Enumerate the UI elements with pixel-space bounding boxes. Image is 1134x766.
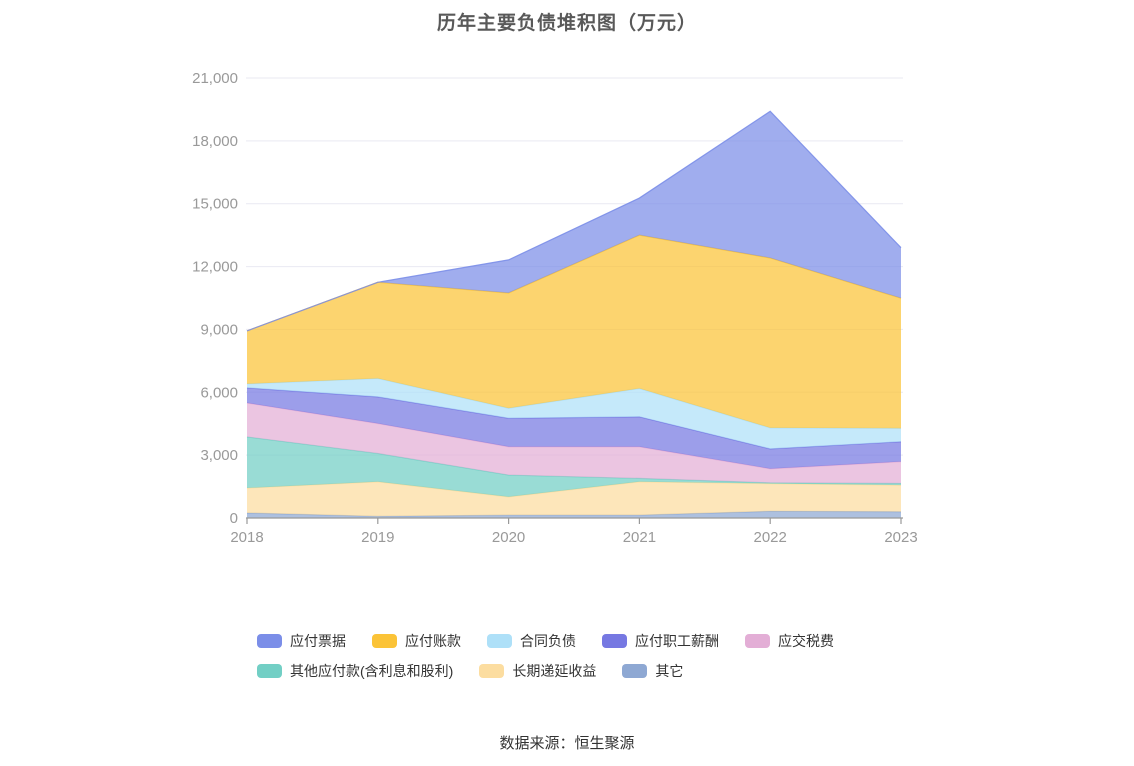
y-axis-label: 18,000 (192, 133, 238, 150)
legend-item-deferred-income[interactable]: 长期递延收益 (479, 661, 596, 681)
line-notes-payable (246, 110, 902, 332)
legend-item-other-payables[interactable]: 其他应付款(含利息和股利) (257, 661, 453, 681)
legend-swatch-notes-payable (257, 634, 282, 648)
x-axis-label: 2019 (361, 529, 394, 546)
legend-swatch-other (622, 664, 648, 678)
y-axis-label: 15,000 (192, 196, 238, 213)
data-source-text: 数据来源：恒生聚源 (499, 735, 635, 752)
legend-swatch-contract-liabilities (487, 634, 512, 648)
legend-label: 应付票据 (290, 633, 346, 649)
area-contract-liabilities[interactable] (247, 378, 901, 449)
legend-row: 应付票据 应付账款 合同负债 应付职工薪酬 应交税费 (257, 631, 897, 651)
legend-swatch-other-payables (257, 664, 282, 678)
legend-item-notes-payable[interactable]: 应付票据 (257, 631, 346, 651)
y-axis-label: 12,000 (192, 259, 238, 276)
x-axis-label: 2021 (623, 529, 656, 546)
area-deferred-income[interactable] (247, 481, 901, 517)
legend-item-payroll-payable[interactable]: 应付职工薪酬 (602, 631, 719, 651)
line-other-payables (246, 436, 902, 485)
chart-title: 历年主要负债堆积图（万元） (436, 13, 697, 34)
legend-swatch-payroll-payable (602, 634, 627, 648)
y-axis-label: 3,000 (200, 447, 238, 464)
legend-label: 应付职工薪酬 (635, 633, 719, 649)
legend-item-other[interactable]: 其它 (622, 661, 683, 681)
legend-label: 应付账款 (405, 633, 461, 649)
y-axis-label: 0 (230, 510, 238, 527)
area-payroll-payable[interactable] (247, 387, 901, 469)
area-notes-payable[interactable] (247, 111, 901, 331)
y-axis-label: 6,000 (200, 384, 238, 401)
x-axis-label: 2018 (230, 529, 263, 546)
legend-swatch-taxes-payable (745, 634, 770, 648)
y-axis-label: 21,000 (192, 70, 238, 87)
legend-swatch-accounts-payable (372, 634, 397, 648)
legend-item-taxes-payable[interactable]: 应交税费 (745, 631, 834, 651)
legend-label: 其它 (655, 663, 684, 679)
legend-row: 其他应付款(含利息和股利) 长期递延收益 其它 (257, 661, 897, 681)
chart-legend: 应付票据 应付账款 合同负债 应付职工薪酬 应交税费其他应付款(含利息和股利) 长期递延收… (257, 631, 897, 691)
area-accounts-payable[interactable] (247, 235, 901, 429)
legend-item-accounts-payable[interactable]: 应付账款 (372, 631, 461, 651)
legend-label: 应交税费 (778, 633, 834, 649)
legend-item-contract-liabilities[interactable]: 合同负债 (487, 631, 576, 651)
stacked-area-chart: 0 3,000 6,000 9,000 12,000 15,000 18,000 21,000… (192, 70, 918, 546)
y-axis-label: 9,000 (200, 321, 238, 338)
legend-swatch-deferred-income (479, 664, 505, 678)
x-axis-label: 2023 (884, 529, 917, 546)
x-axis-label: 2022 (754, 529, 787, 546)
legend-label: 长期递延收益 (512, 663, 597, 679)
legend-label: 其他应付款(含利息和股利) (290, 663, 454, 679)
legend-label: 合同负债 (520, 633, 576, 649)
x-axis-label: 2020 (492, 529, 525, 546)
